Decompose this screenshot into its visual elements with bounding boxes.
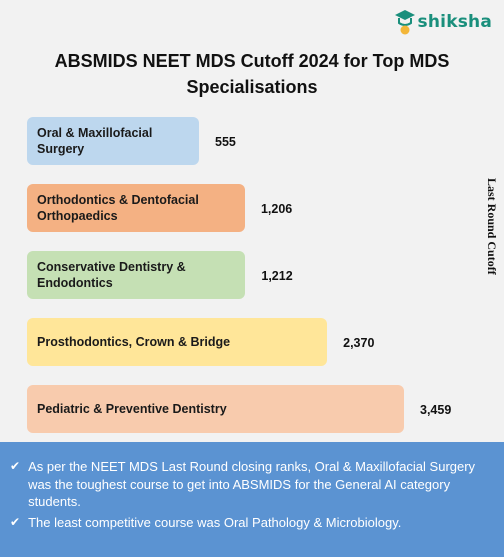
bar-category-label: Oral & Maxillofacial Surgery [37, 126, 153, 156]
insight-text: The least competitive course was Oral Pa… [28, 514, 402, 530]
chart-title: ABSMIDS NEET MDS Cutoff 2024 for Top MDS… [54, 51, 450, 97]
bar: Pediatric & Preventive Dentistry [27, 385, 404, 433]
checkmark-icon: ✔ [10, 459, 21, 473]
bar-category-label: Conservative Dentistry & Endodontics [37, 260, 186, 290]
checkmark-icon: ✔ [10, 514, 21, 529]
bar-category-label: Orthodontics & Dentofacial Orthopaedics [37, 193, 199, 223]
bar-category-label: Pediatric & Preventive Dentistry [37, 402, 227, 416]
bar: Oral & Maxillofacial Surgery [27, 117, 199, 165]
bar-category-label: Prosthodontics, Crown & Bridge [37, 335, 231, 349]
insight-item: ✔ The least competitive course was Oral … [10, 514, 490, 532]
insight-item: ✔ As per the NEET MDS Last Round closing… [10, 458, 490, 511]
y-axis-label: Last Round Cutoff [485, 178, 499, 275]
insight-text: As per the NEET MDS Last Round closing r… [28, 459, 476, 509]
insights-panel: ✔ As per the NEET MDS Last Round closing… [0, 442, 504, 557]
brand-name: shiksha [417, 12, 492, 32]
bar: Orthodontics & Dentofacial Orthopaedics [27, 184, 245, 232]
bar: Conservative Dentistry & Endodontics [27, 251, 246, 299]
bar: Prosthodontics, Crown & Bridge [27, 318, 328, 366]
bar-chart: Oral & Maxillofacial Surgery 555 Orthodont… [27, 117, 452, 433]
bar-value-label: 2,370 [343, 336, 375, 350]
brand-logo: shiksha [394, 8, 492, 36]
bar-value-label: 1,212 [261, 269, 293, 283]
bar-value-label: 555 [215, 135, 236, 149]
bar-value-label: 1,206 [260, 202, 293, 216]
bar-value-label: 3,459 [420, 403, 452, 417]
shiksha-logo-icon [394, 10, 415, 35]
